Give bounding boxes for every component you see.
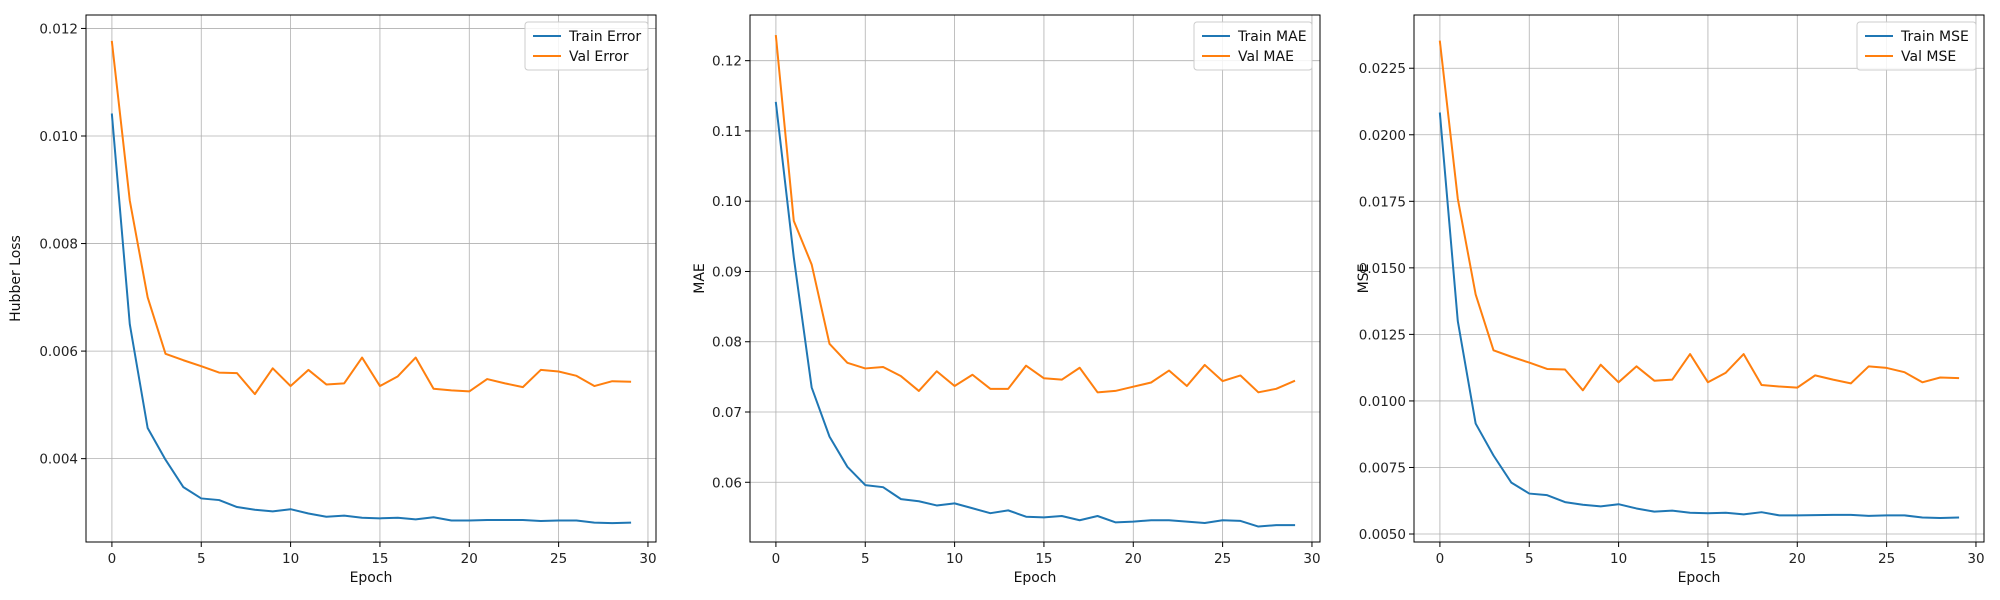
y-tick-label: 0.0075: [1359, 460, 1406, 476]
y-tick-label: 0.012: [39, 21, 78, 37]
legend-entry-1: Train MSE: [1900, 29, 1969, 45]
legend-box: [1193, 21, 1313, 71]
x-tick-label: 0: [1436, 551, 1445, 567]
series-line-2: [1438, 40, 1960, 392]
y-tick-label: 0.0225: [1359, 61, 1406, 77]
axes-frame: [749, 14, 1321, 543]
legend: Train MAE Val MAE: [1193, 21, 1313, 71]
series-line-1: [110, 113, 632, 525]
x-axis-label: Epoch: [1014, 570, 1057, 586]
x-tick-label: 20: [1125, 551, 1142, 567]
axes-frame: [1413, 14, 1985, 543]
y-tick-label: 0.0100: [1359, 394, 1406, 410]
x-tick-label: 5: [1525, 551, 1534, 567]
x-tick-label: 5: [197, 551, 206, 567]
series-line-2: [110, 40, 632, 396]
x-tick-label: 30: [639, 551, 656, 567]
y-tick-label: 0.10: [712, 194, 742, 210]
y-tick-label: 0.0125: [1359, 327, 1406, 343]
x-tick-label: 30: [1303, 551, 1320, 567]
y-tick-label: 0.09: [712, 264, 742, 280]
y-tick-label: 0.0175: [1359, 194, 1406, 210]
legend-entry-1: Train Error: [568, 29, 641, 45]
y-tick-label: 0.008: [39, 237, 78, 253]
y-tick-label: 0.0200: [1359, 128, 1406, 144]
legend-entry-2: Val Error: [569, 49, 629, 65]
legend-entry-2: Val MSE: [1901, 49, 1956, 65]
x-tick-label: 15: [371, 551, 388, 567]
x-tick-label: 10: [946, 551, 963, 567]
x-tick-label: 0: [108, 551, 117, 567]
x-tick-label: 20: [1789, 551, 1806, 567]
chart-panel-2: 0 5 10 15 20 25 30 0.06 0.07 0.08 0.09 0.10 0.11 0.12…: [692, 14, 1321, 586]
legend: Train Error Val Error: [524, 21, 649, 71]
axes-frame: [85, 14, 657, 543]
y-tick-label: 0.07: [712, 405, 742, 421]
x-tick-label: 10: [282, 551, 299, 567]
x-tick-label: 25: [550, 551, 567, 567]
y-tick-label: 0.010: [39, 129, 78, 145]
y-tick-label: 0.006: [39, 344, 78, 360]
y-axis-label: Hubber Loss: [8, 235, 24, 322]
x-tick-label: 5: [861, 551, 870, 567]
x-tick-label: 20: [461, 551, 478, 567]
y-tick-label: 0.0150: [1359, 261, 1406, 277]
series-line-2: [774, 34, 1296, 394]
plot-area: [750, 15, 1320, 542]
chart-panel-3: 0 5 10 15 20 25 30 0.0050 0.0075 0.0100 0.0125 0.01…: [1356, 14, 1985, 586]
series-line-1: [1438, 112, 1960, 520]
x-axis-label: Epoch: [1678, 570, 1721, 586]
y-axis-label: MAE: [692, 263, 708, 294]
x-tick-label: 25: [1878, 551, 1895, 567]
legend: Train MSE Val MSE: [1856, 21, 1977, 71]
x-tick-label: 0: [772, 551, 781, 567]
x-axis-label: Epoch: [350, 570, 393, 586]
x-tick-label: 15: [1035, 551, 1052, 567]
y-tick-label: 0.11: [712, 124, 742, 140]
chart-panel-1: 0 5 10 15 20 25 30 0.004 0.006 0.008 0.010 0.012 Epo…: [8, 14, 657, 586]
x-tick-label: 10: [1610, 551, 1627, 567]
x-tick-label: 25: [1214, 551, 1231, 567]
legend-box: [524, 21, 649, 71]
y-tick-label: 0.06: [712, 475, 742, 491]
legend-box: [1856, 21, 1977, 71]
y-tick-label: 0.004: [39, 452, 78, 468]
y-tick-label: 0.0050: [1359, 527, 1406, 543]
x-tick-label: 15: [1699, 551, 1716, 567]
series-line-1: [774, 101, 1296, 528]
y-tick-label: 0.08: [712, 335, 742, 351]
x-tick-label: 30: [1967, 551, 1984, 567]
legend-entry-1: Train MAE: [1237, 29, 1307, 45]
plot-area: [1414, 15, 1984, 542]
y-tick-label: 0.12: [712, 54, 742, 70]
y-axis-label: MSE: [1356, 264, 1372, 294]
legend-entry-2: Val MAE: [1238, 49, 1294, 65]
plot-area: [86, 15, 656, 542]
